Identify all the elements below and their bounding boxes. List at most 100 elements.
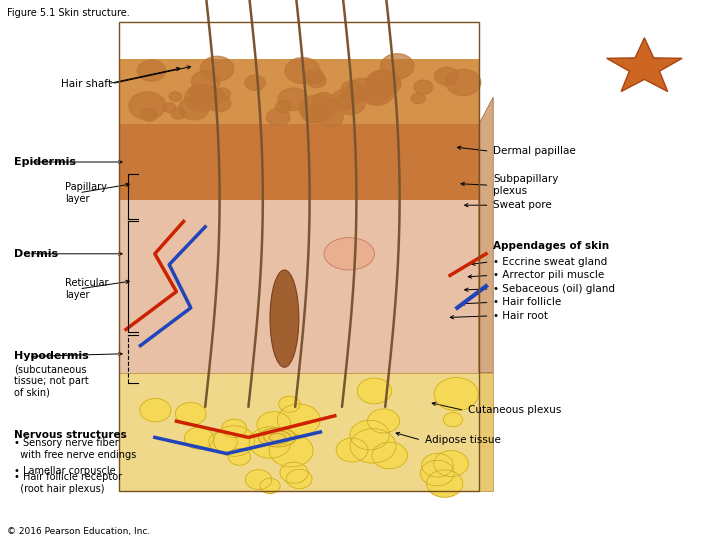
Circle shape xyxy=(228,448,251,465)
Circle shape xyxy=(350,420,390,450)
Text: Papillary
layer: Papillary layer xyxy=(65,182,107,204)
Circle shape xyxy=(341,81,362,97)
Circle shape xyxy=(269,434,313,467)
Circle shape xyxy=(318,108,343,127)
Text: Reticular
layer: Reticular layer xyxy=(65,278,108,300)
Text: Figure 5.1 Skin structure.: Figure 5.1 Skin structure. xyxy=(7,8,130,18)
Text: Appendages of skin: Appendages of skin xyxy=(493,241,609,251)
Circle shape xyxy=(192,88,215,106)
Text: • Sensory nerve fiber
  with free nerve endings: • Sensory nerve fiber with free nerve en… xyxy=(14,438,137,460)
Circle shape xyxy=(411,93,426,104)
Bar xyxy=(119,59,479,124)
Circle shape xyxy=(192,71,220,92)
Text: (subcutaneous
tissue; not part
of skin): (subcutaneous tissue; not part of skin) xyxy=(14,364,89,397)
Circle shape xyxy=(299,95,336,122)
Circle shape xyxy=(285,58,320,84)
Circle shape xyxy=(446,70,481,96)
Text: Subpapillary
plexus: Subpapillary plexus xyxy=(493,174,559,196)
Circle shape xyxy=(222,419,246,438)
Circle shape xyxy=(358,89,374,101)
Circle shape xyxy=(257,411,291,437)
Circle shape xyxy=(214,88,230,100)
Circle shape xyxy=(245,75,265,90)
Circle shape xyxy=(372,442,408,469)
Text: Adipose tissue: Adipose tissue xyxy=(425,435,500,445)
Text: • Hair root: • Hair root xyxy=(493,311,548,321)
Circle shape xyxy=(169,92,182,101)
Circle shape xyxy=(249,427,291,458)
Circle shape xyxy=(435,68,459,85)
Circle shape xyxy=(420,461,454,486)
Ellipse shape xyxy=(270,270,299,367)
Circle shape xyxy=(275,101,292,113)
Text: © 2016 Pearson Education, Inc.: © 2016 Pearson Education, Inc. xyxy=(7,526,150,536)
Circle shape xyxy=(278,88,308,111)
Circle shape xyxy=(189,86,202,96)
Circle shape xyxy=(141,109,158,121)
Circle shape xyxy=(179,97,209,120)
Bar xyxy=(119,124,479,200)
Circle shape xyxy=(209,431,238,453)
Circle shape xyxy=(201,56,234,81)
Circle shape xyxy=(433,450,469,477)
Text: Hair shaft: Hair shaft xyxy=(60,79,112,89)
Circle shape xyxy=(184,427,213,449)
Circle shape xyxy=(138,60,166,81)
Circle shape xyxy=(287,469,312,489)
Circle shape xyxy=(444,413,462,427)
Circle shape xyxy=(266,109,290,126)
Bar xyxy=(119,200,479,373)
Circle shape xyxy=(357,378,392,404)
Circle shape xyxy=(434,377,478,411)
Text: • Hair follicle receptor
  (root hair plexus): • Hair follicle receptor (root hair plex… xyxy=(14,472,122,494)
Circle shape xyxy=(346,78,377,101)
Circle shape xyxy=(422,454,453,477)
Text: • Arrector pili muscle: • Arrector pili muscle xyxy=(493,271,605,280)
Text: Epidermis: Epidermis xyxy=(14,157,76,167)
Circle shape xyxy=(305,69,324,84)
Text: • Hair follicle: • Hair follicle xyxy=(493,298,562,307)
Circle shape xyxy=(307,73,326,87)
Polygon shape xyxy=(607,38,682,91)
Text: Dermal papillae: Dermal papillae xyxy=(493,146,576,156)
Circle shape xyxy=(171,108,186,119)
Ellipse shape xyxy=(259,428,295,447)
Circle shape xyxy=(246,470,271,489)
Text: Dermis: Dermis xyxy=(14,249,58,259)
Text: Nervous structures: Nervous structures xyxy=(14,430,127,440)
Circle shape xyxy=(129,92,166,119)
Circle shape xyxy=(367,409,400,433)
Polygon shape xyxy=(479,373,493,491)
Circle shape xyxy=(332,89,358,109)
Circle shape xyxy=(185,84,220,111)
Circle shape xyxy=(214,426,254,456)
Text: Hypodermis: Hypodermis xyxy=(14,352,89,361)
Text: • Eccrine sweat gland: • Eccrine sweat gland xyxy=(493,257,608,267)
Circle shape xyxy=(426,470,463,497)
Circle shape xyxy=(380,53,414,79)
Circle shape xyxy=(414,80,433,94)
Circle shape xyxy=(176,402,206,426)
Circle shape xyxy=(312,92,336,110)
Circle shape xyxy=(366,70,401,96)
Polygon shape xyxy=(479,97,493,373)
Text: Cutaneous plexus: Cutaneous plexus xyxy=(468,406,562,415)
Circle shape xyxy=(163,103,176,112)
Circle shape xyxy=(140,399,171,422)
Text: • Sebaceous (oil) gland: • Sebaceous (oil) gland xyxy=(493,284,615,294)
Circle shape xyxy=(302,105,326,123)
Circle shape xyxy=(369,70,399,92)
Circle shape xyxy=(280,462,308,483)
Circle shape xyxy=(277,404,320,436)
Circle shape xyxy=(260,478,280,494)
Bar xyxy=(119,22,479,491)
Circle shape xyxy=(336,438,368,462)
Circle shape xyxy=(279,396,300,412)
Text: • Lamellar corpuscle: • Lamellar corpuscle xyxy=(14,466,116,476)
Ellipse shape xyxy=(324,238,374,270)
Circle shape xyxy=(363,83,390,103)
Circle shape xyxy=(360,80,394,105)
Circle shape xyxy=(336,93,365,114)
Circle shape xyxy=(350,429,396,463)
Circle shape xyxy=(207,94,230,112)
